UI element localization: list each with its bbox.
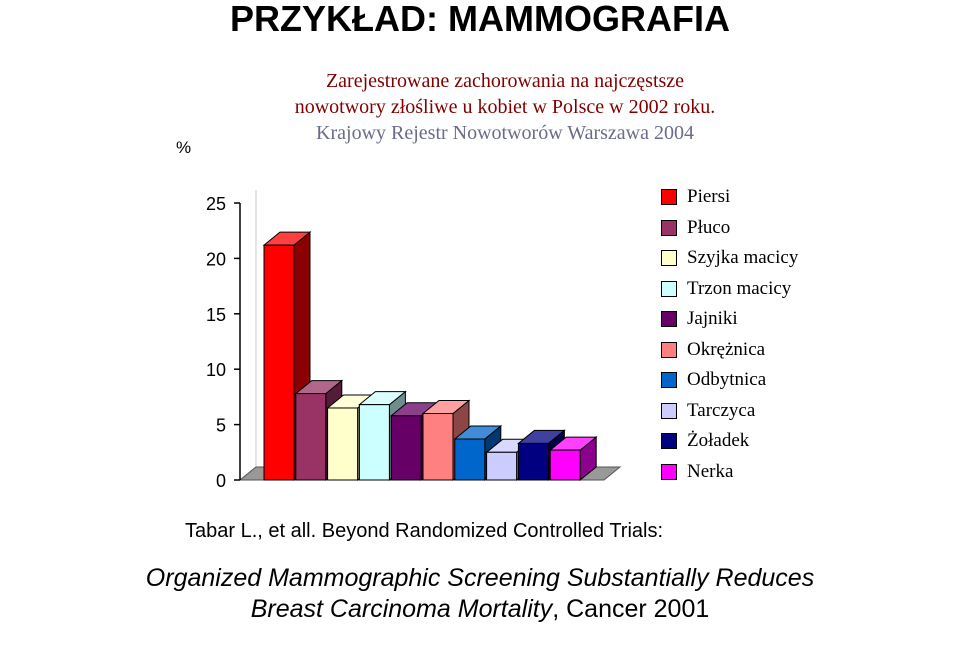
legend-label: Jajniki [687, 308, 738, 330]
chart-title-line-1: Zarejestrowane zachorowania na najczęsts… [325, 70, 685, 92]
chart-legend: Piersi Płuco Szyjka macicy Trzon macicy Jajn… [661, 182, 798, 487]
slide-title: PRZYKŁAD: MAMMOGRAFIA [230, 0, 730, 39]
reference-title-rest: , Cancer 2001 [552, 595, 710, 623]
bar-front [358, 404, 390, 481]
legend-swatch [661, 433, 677, 450]
reference-title: Organized Mammographic Screening Substan… [0, 563, 960, 625]
legend-item: Okrężnica [661, 335, 798, 366]
legend-item: Piersi [661, 182, 798, 213]
chart-title: Zarejestrowane zachorowania na najczęsts… [225, 68, 785, 146]
legend-swatch [661, 341, 677, 358]
y-tick-label: 0 [216, 471, 226, 491]
bar-front [517, 442, 549, 481]
legend-label: Tarczyca [687, 399, 756, 421]
legend-label: Szyjka macicy [687, 247, 799, 269]
bar-front [295, 393, 327, 481]
legend-label: Nerka [687, 460, 734, 482]
bar-front [422, 413, 454, 481]
legend-swatch [661, 280, 677, 297]
bar-front [390, 415, 422, 481]
chart-title-line-3: Krajowy Rejestr Nowotworów Warszawa 2004 [316, 122, 694, 144]
y-tick-label: 15 [206, 305, 226, 325]
y-tick-label: 10 [206, 360, 226, 380]
legend-item: Płuco [661, 213, 798, 244]
reference-title-line-2: Breast Carcinoma Mortality, Cancer 2001 [0, 594, 960, 625]
legend-label: Okrężnica [687, 338, 766, 360]
legend-swatch [661, 250, 677, 267]
legend-swatch [661, 402, 677, 419]
bar-front [454, 438, 486, 481]
legend-swatch [661, 372, 677, 389]
bar-front [549, 449, 581, 481]
legend-item: Tarczyca [661, 396, 798, 427]
y-tick-label: 20 [206, 249, 226, 269]
legend-label: Żoładek [687, 430, 750, 452]
legend-label: Płuco [687, 216, 731, 238]
legend-label: Trzon macicy [687, 277, 792, 299]
chart-title-line-2: nowotwory złośliwe u kobiet w Polsce w 2… [294, 96, 716, 118]
bar-front [486, 451, 518, 481]
y-axis-label: % [176, 138, 192, 157]
legend-swatch [661, 311, 677, 328]
bar-front [263, 244, 295, 481]
reference-title-italic: Breast Carcinoma Mortality [250, 595, 553, 623]
bar-10 [548, 436, 598, 482]
legend-item: Szyjka macicy [661, 243, 798, 274]
legend-swatch [661, 189, 677, 206]
legend-swatch [661, 219, 677, 236]
y-tick-label: 25 [206, 194, 226, 214]
legend-item: Trzon macicy [661, 274, 798, 305]
legend-item: Nerka [661, 457, 798, 488]
legend-swatch [661, 463, 677, 480]
y-tick-label: 5 [216, 416, 226, 436]
legend-label: Odbytnica [687, 369, 767, 391]
legend-item: Żoładek [661, 426, 798, 457]
legend-item: Odbytnica [661, 365, 798, 396]
reference-title-line-1: Organized Mammographic Screening Substan… [145, 564, 815, 592]
citation: Tabar L., et all. Beyond Randomized Cont… [185, 520, 664, 542]
legend-item: Jajniki [661, 304, 798, 335]
legend-label: Piersi [687, 186, 731, 208]
bar-front [327, 407, 359, 481]
